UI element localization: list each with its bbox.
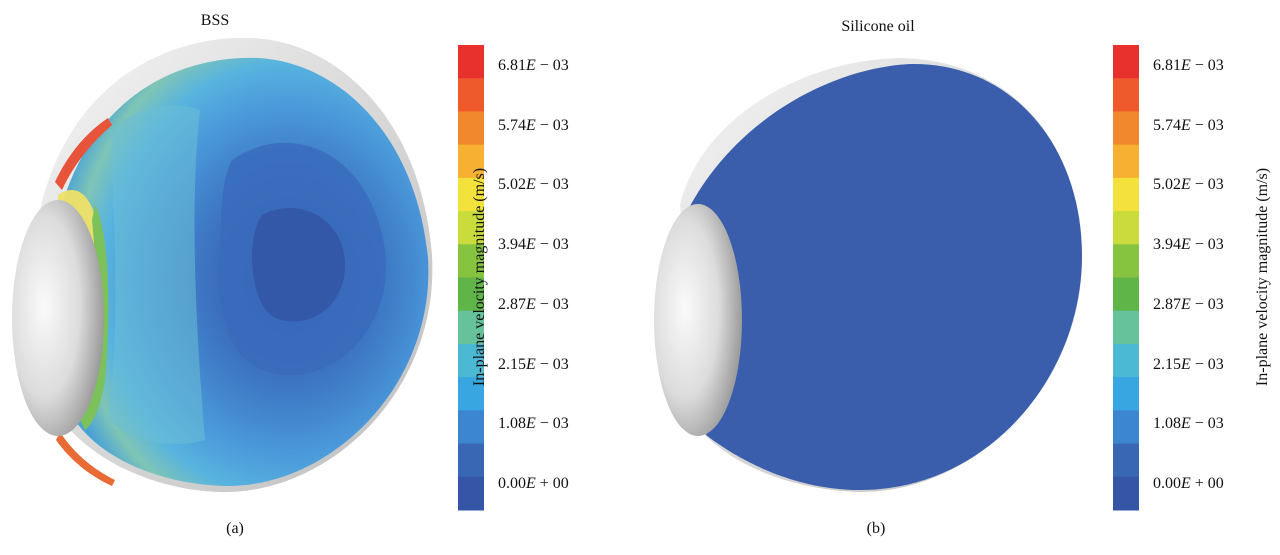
bss-red-streak-bottom	[56, 432, 115, 486]
panel-b-title: Silicone oil	[841, 18, 915, 35]
colorbar-tick-label: 3.94E − 03	[498, 236, 569, 254]
bss-min-core	[252, 208, 345, 322]
colorbar-swatch	[1113, 111, 1139, 146]
colorbar-tick-label: 0.00E + 00	[498, 475, 569, 492]
panel-b	[654, 58, 1083, 492]
panel-a-caption: (a)	[226, 520, 244, 537]
colorbar-tick-label: 6.81E − 03	[498, 57, 569, 74]
colorbar-swatch	[458, 177, 484, 212]
oil-velocity-field	[688, 63, 1082, 491]
colorbar-swatch	[1113, 410, 1139, 445]
colorbar-swatch	[458, 377, 484, 411]
colorbar-tick-label: 2.87E − 03	[498, 295, 569, 313]
lens-b	[654, 204, 742, 436]
colorbar-tick-label: 5.02E − 03	[498, 176, 569, 194]
bss-red-streak-top	[55, 118, 112, 190]
colorbar-swatch	[1113, 476, 1139, 511]
colorbar-tick-label: 2.15E − 03	[498, 355, 569, 373]
colorbar-tick-label: 6.81E − 03	[1153, 57, 1224, 74]
colorbar-swatch	[1113, 377, 1139, 411]
colorbar-tick-label: 2.87E − 03	[1153, 295, 1224, 313]
panel-b-caption: (b)	[866, 520, 886, 537]
colorbar-a	[458, 45, 484, 511]
colorbar-swatch	[1113, 443, 1139, 478]
colorbar-swatch	[1113, 310, 1139, 345]
colorbar-swatch	[458, 443, 484, 478]
colorbar-swatch	[458, 410, 484, 445]
colorbar-tick-label: 2.15E − 03	[1153, 355, 1224, 373]
colorbar-swatch	[458, 277, 484, 312]
colorbar-swatch	[458, 211, 484, 245]
bss-light-band	[108, 105, 205, 444]
colorbar-tick-label: 5.74E − 03	[1153, 116, 1224, 134]
colorbar-swatch	[1113, 277, 1139, 312]
panel-a	[12, 37, 433, 493]
colorbar-swatch	[458, 45, 484, 79]
colorbar-tick-label: 0.00E + 00	[1153, 475, 1224, 492]
colorbar-swatch	[1113, 144, 1139, 179]
colorbar-b	[1113, 45, 1139, 511]
colorbar-tick-label: 5.74E − 03	[498, 116, 569, 134]
colorbar-tick-label: 1.08E − 03	[498, 415, 569, 433]
colorbar-swatch	[1113, 78, 1139, 112]
colorbar-b-axis-label: In-plane velocity magnitude (m/s)	[1254, 167, 1271, 387]
colorbar-swatch	[458, 476, 484, 511]
lens-a	[12, 200, 104, 436]
colorbar-swatch	[458, 244, 484, 278]
colorbar-swatch	[1113, 45, 1139, 79]
colorbar-swatch	[458, 343, 484, 378]
colorbar-swatch	[1113, 177, 1139, 212]
colorbar-tick-label: 1.08E − 03	[1153, 415, 1224, 433]
colorbar-swatch	[458, 78, 484, 112]
colorbar-swatch	[1113, 343, 1139, 378]
bss-green-band	[80, 205, 109, 430]
colorbar-swatch	[1113, 244, 1139, 278]
colorbar-tick-label: 5.02E − 03	[1153, 176, 1224, 194]
colorbar-a-axis-label: In-plane velocity magnitude (m/s)	[471, 167, 488, 387]
colorbar-swatch	[458, 111, 484, 146]
colorbar-swatch	[458, 144, 484, 179]
colorbar-tick-label: 3.94E − 03	[1153, 236, 1224, 254]
panel-a-title: BSS	[200, 12, 230, 29]
colorbar-swatch	[458, 310, 484, 345]
colorbar-swatch	[1113, 211, 1139, 245]
